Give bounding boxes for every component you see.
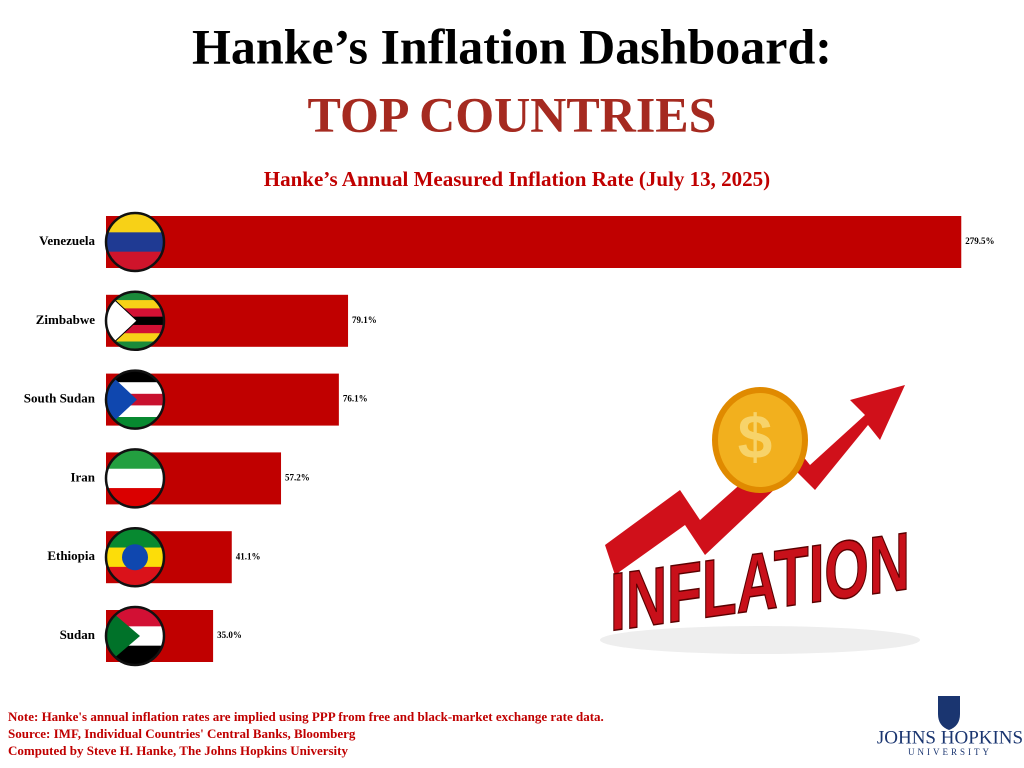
flag-border: [104, 290, 166, 352]
flag-triangle: [106, 607, 140, 665]
category-label: Sudan: [60, 627, 96, 642]
flag-stripe: [106, 300, 164, 309]
flag-stripe: [106, 232, 164, 253]
flag-stripe: [106, 291, 164, 301]
value-label: 76.1%: [343, 394, 368, 404]
logo-name: JOHNS HOPKINS: [877, 727, 1023, 748]
flag-emblem: [122, 544, 148, 571]
flag-triangle: [106, 370, 137, 429]
flag-border: [104, 526, 166, 588]
coin-symbol: $: [738, 403, 772, 472]
value-label: 41.1%: [236, 551, 261, 561]
title: Hanke’s Inflation Dashboard:: [192, 18, 832, 74]
flag-stripe: [106, 308, 164, 318]
flag-border: [104, 605, 166, 667]
flag-border: [104, 448, 166, 509]
coin: [712, 387, 808, 493]
category-label: Iran: [70, 469, 95, 484]
category-label: Zimbabwe: [36, 312, 95, 327]
inflation-graphic: $ INFLATION: [600, 385, 920, 654]
value-label: 35.0%: [217, 630, 242, 640]
value-label: 79.1%: [352, 315, 377, 325]
category-label: Venezuela: [39, 233, 95, 248]
flag: [106, 291, 164, 350]
flag-stripe: [106, 468, 164, 489]
title-highlight: TOP COUNTRIES: [308, 86, 717, 142]
chart-title: Hanke’s Annual Measured Inflation Rate (…: [264, 167, 770, 191]
flag-stripe: [106, 341, 164, 350]
note: Source: IMF, Individual Countries' Centr…: [8, 726, 356, 741]
flag-triangle: [106, 291, 138, 350]
value-label: 57.2%: [285, 472, 310, 482]
note: Computed by Steve H. Hanke, The Johns Ho…: [8, 743, 348, 758]
shadow: [600, 626, 920, 654]
logo-sub: UNIVERSITY: [908, 747, 992, 757]
category-label: South Sudan: [24, 391, 96, 406]
logo-shield: [938, 696, 960, 730]
flag-stripe: [106, 324, 164, 334]
bar: [106, 216, 962, 268]
category-label: Ethiopia: [47, 548, 95, 563]
flag-stripe: [106, 333, 164, 343]
flag-border: [104, 211, 166, 273]
flag-border: [104, 369, 166, 430]
flag-stripe: [106, 417, 164, 429]
note: Note: Hanke's annual inflation rates are…: [8, 709, 604, 724]
value-label: 279.5%: [965, 236, 994, 246]
logo: JOHNS HOPKINS UNIVERSITY: [877, 696, 1023, 757]
